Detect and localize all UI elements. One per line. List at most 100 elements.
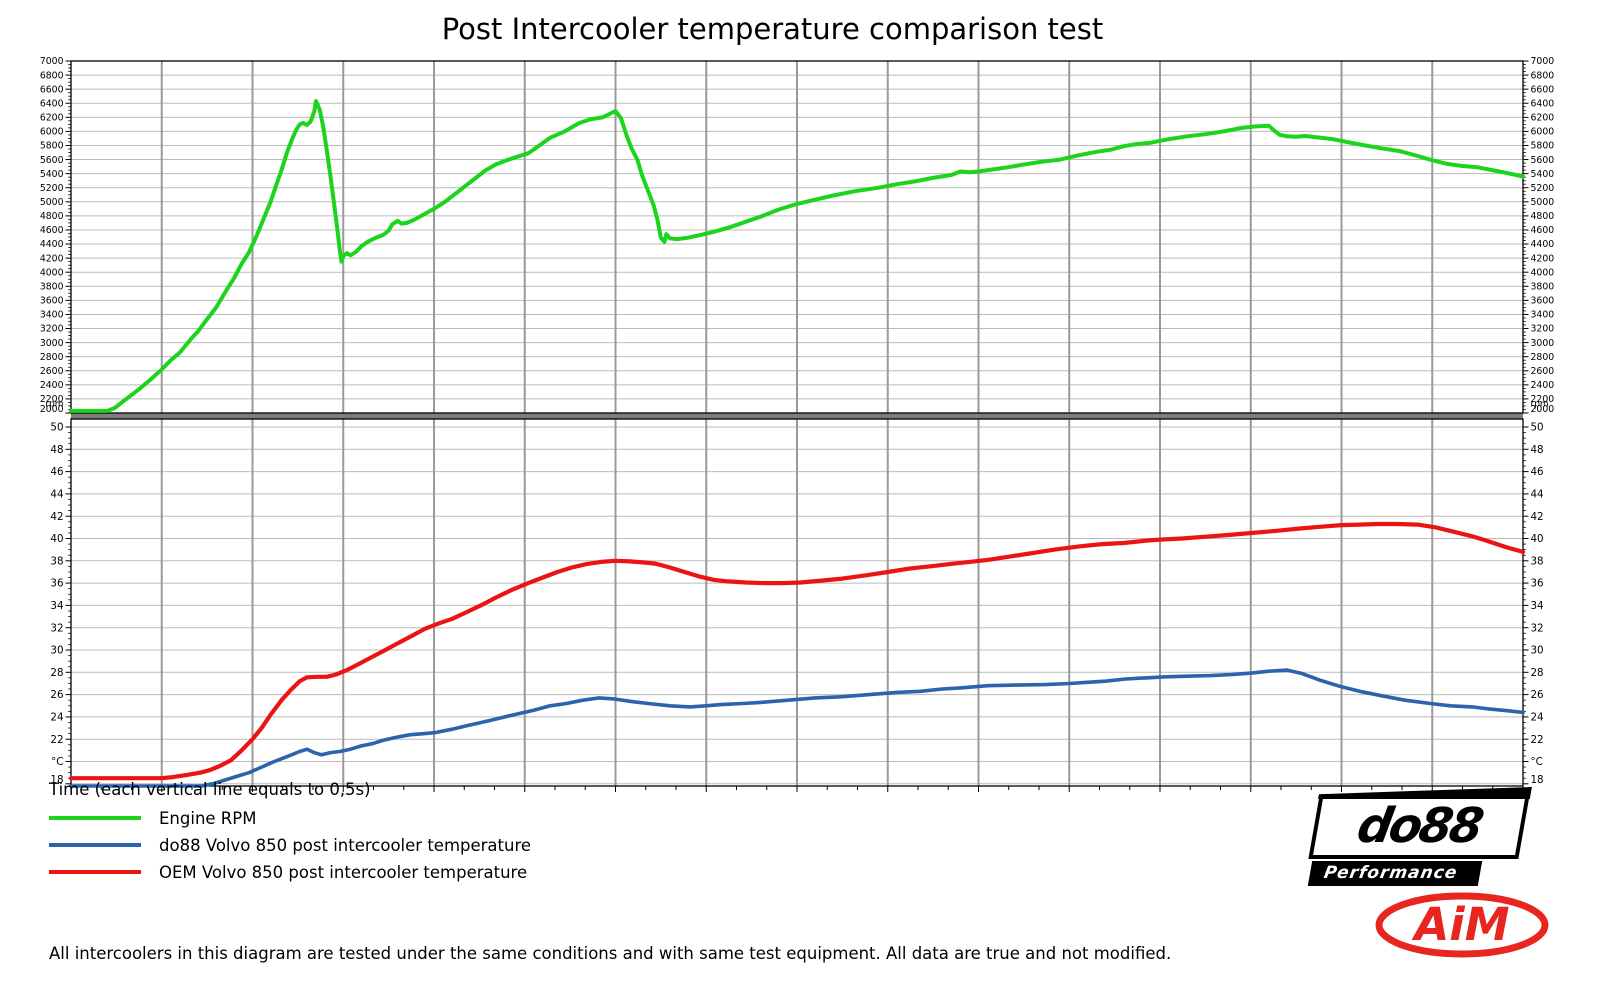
svg-text:5200: 5200 (1531, 183, 1555, 194)
svg-text:5800: 5800 (1531, 141, 1555, 152)
svg-text:36: 36 (1531, 578, 1544, 590)
svg-text:30: 30 (50, 645, 63, 657)
legend-item-engine-rpm: Engine RPM (49, 808, 531, 828)
svg-text:32: 32 (1531, 622, 1544, 634)
svg-text:4200: 4200 (1531, 253, 1555, 264)
svg-text:3600: 3600 (40, 296, 64, 307)
legend-label-engine-rpm: Engine RPM (159, 808, 257, 828)
svg-text:24: 24 (1531, 712, 1544, 724)
svg-text:4200: 4200 (40, 253, 64, 264)
svg-text:5200: 5200 (40, 183, 64, 194)
svg-text:4800: 4800 (40, 211, 64, 222)
x-axis-label: Time (each vertical line equals to 0,5s) (49, 780, 371, 799)
svg-text:3400: 3400 (1531, 310, 1555, 321)
legend-swatch-do88-temp (49, 843, 141, 847)
aim-logo-text: AiM (1411, 898, 1509, 951)
svg-text:26: 26 (50, 689, 63, 701)
svg-text:36: 36 (50, 578, 63, 590)
svg-text:48: 48 (50, 444, 63, 456)
svg-text:6600: 6600 (1531, 84, 1555, 95)
svg-text:2800: 2800 (40, 352, 64, 363)
svg-text:6200: 6200 (40, 113, 64, 124)
svg-text:42: 42 (1531, 511, 1544, 523)
svg-text:2800: 2800 (1531, 352, 1555, 363)
svg-text:4000: 4000 (40, 267, 64, 278)
svg-text:3800: 3800 (1531, 281, 1555, 292)
svg-text:3000: 3000 (40, 338, 64, 349)
aim-logo-ellipse (1375, 892, 1549, 958)
svg-text:26: 26 (1531, 689, 1544, 701)
svg-text:6800: 6800 (40, 70, 64, 81)
svg-text:22: 22 (50, 734, 63, 746)
legend-item-oem-temp: OEM Volvo 850 post intercooler temperatu… (49, 862, 531, 882)
svg-text:3200: 3200 (40, 324, 64, 335)
svg-text:°C: °C (51, 756, 63, 768)
svg-text:2400: 2400 (1531, 380, 1555, 391)
svg-text:50: 50 (50, 422, 63, 434)
svg-text:2000: 2000 (1531, 404, 1555, 415)
svg-text:18: 18 (1531, 774, 1544, 786)
svg-text:4400: 4400 (1531, 239, 1555, 250)
footer-disclaimer: All intercoolers in this diagram are tes… (49, 944, 1172, 963)
svg-text:7000: 7000 (40, 56, 64, 67)
svg-text:22: 22 (1531, 734, 1544, 746)
svg-text:28: 28 (50, 667, 63, 679)
do88-logo-subtext: Performance (1307, 861, 1483, 886)
svg-text:3800: 3800 (40, 281, 64, 292)
svg-text:6600: 6600 (40, 84, 64, 95)
svg-text:2400: 2400 (40, 380, 64, 391)
series-lines (68, 99, 1526, 788)
svg-text:6400: 6400 (40, 98, 64, 109)
axis-ticks (65, 60, 1529, 792)
svg-text:rpm: rpm (45, 400, 63, 410)
oem-volvo-850-post-intercooler-temperature-line (68, 521, 1526, 781)
svg-text:°C: °C (1531, 756, 1543, 768)
gridlines (71, 61, 1523, 786)
svg-text:4600: 4600 (1531, 225, 1555, 236)
svg-text:4400: 4400 (40, 239, 64, 250)
svg-text:5400: 5400 (1531, 169, 1555, 180)
svg-text:46: 46 (1531, 466, 1544, 478)
svg-text:44: 44 (1531, 489, 1544, 501)
svg-text:32: 32 (50, 622, 63, 634)
svg-text:24: 24 (50, 712, 63, 724)
svg-text:6400: 6400 (1531, 98, 1555, 109)
legend-swatch-engine-rpm (49, 816, 141, 820)
svg-text:4800: 4800 (1531, 211, 1555, 222)
svg-text:4000: 4000 (1531, 267, 1555, 278)
svg-text:3200: 3200 (1531, 324, 1555, 335)
svg-text:6800: 6800 (1531, 70, 1555, 81)
svg-text:38: 38 (50, 555, 63, 567)
svg-text:48: 48 (1531, 444, 1544, 456)
svg-text:42: 42 (50, 511, 63, 523)
svg-text:2200: 2200 (40, 394, 64, 405)
do88-logo-text: do88 (1308, 795, 1530, 859)
svg-text:40: 40 (1531, 533, 1544, 545)
svg-text:46: 46 (50, 466, 63, 478)
legend-label-oem-temp: OEM Volvo 850 post intercooler temperatu… (159, 862, 528, 882)
svg-text:4600: 4600 (40, 225, 64, 236)
svg-text:34: 34 (1531, 600, 1544, 612)
do88-volvo-850-post-intercooler-temperature-line (69, 668, 1525, 788)
legend-label-do88-temp: do88 Volvo 850 post intercooler temperat… (159, 835, 532, 855)
svg-text:2200: 2200 (1531, 394, 1555, 405)
svg-text:5400: 5400 (40, 169, 64, 180)
do88-logo: do88 Performance (1307, 795, 1530, 886)
svg-text:28: 28 (1531, 667, 1544, 679)
legend-item-do88-temp: do88 Volvo 850 post intercooler temperat… (49, 835, 531, 855)
svg-text:50: 50 (1531, 422, 1544, 434)
svg-text:6000: 6000 (1531, 127, 1555, 138)
svg-text:2600: 2600 (40, 366, 64, 377)
svg-text:5000: 5000 (40, 197, 64, 208)
svg-text:40: 40 (50, 533, 63, 545)
svg-text:2000: 2000 (40, 404, 64, 415)
svg-text:5800: 5800 (40, 141, 64, 152)
svg-text:6000: 6000 (40, 127, 64, 138)
engine-rpm-line (69, 99, 1525, 413)
legend: Engine RPM do88 Volvo 850 post intercool… (49, 808, 531, 889)
svg-text:30: 30 (1531, 645, 1544, 657)
svg-text:5000: 5000 (1531, 197, 1555, 208)
